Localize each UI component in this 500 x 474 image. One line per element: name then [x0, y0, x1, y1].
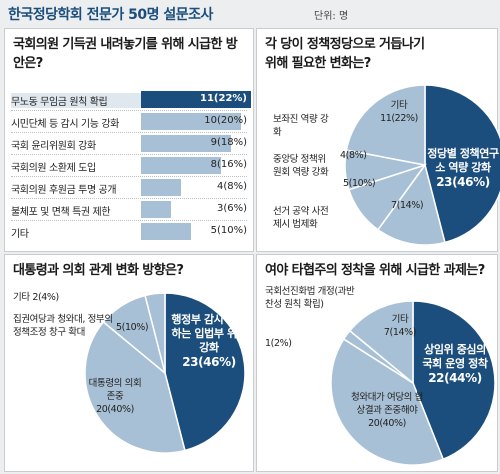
pie-1-slice-0: [424, 84, 500, 244]
bar-chart-question: 국회의원 기득권 내려놓기를 위해 시급한 방안은?: [13, 37, 238, 71]
pie-3-value-label-2: 1(2%): [265, 338, 292, 349]
header: 한국정당학회 전문가 50명 설문조사 단위: 명: [0, 0, 500, 26]
bar-category-label: 국회의원 소환제 도입: [11, 163, 96, 174]
bar: [141, 135, 231, 152]
bar-category-label: 불체포 및 면책 특권 제한: [11, 207, 111, 218]
pie-1-slice-4: [345, 84, 426, 166]
bar: [141, 91, 251, 108]
row-divider: [11, 110, 247, 111]
pie-1-value-label-2: 5(10%): [343, 178, 376, 189]
bar: [141, 113, 241, 130]
pie-1-question: 각 당이 정책정당으로 거듭나기 위해 필요한 변화는?: [265, 37, 425, 71]
bar-value-label: 11(22%): [200, 93, 247, 104]
bar-category-label: 국회 윤리위원회 강화: [11, 141, 96, 152]
row-divider: [11, 154, 247, 155]
pie-3-slice-label-2: 국회선진화법 개정(과반 찬성 원칙 확립): [265, 286, 355, 310]
bar-value-label: 9(18%): [210, 137, 247, 148]
bar-value-label: 5(10%): [210, 225, 247, 236]
pie-1-slice-label-3: 보좌진 역량 강화: [273, 114, 329, 138]
bar-row: 국회 윤리위원회 강화 9(18%): [11, 135, 251, 152]
pie-2-slice-3: [144, 292, 166, 374]
pie-3-slice-3: [348, 300, 414, 385]
bar-chart-panel: 국회의원 기득권 내려놓기를 위해 시급한 방안은? 무노동 무임금 원칙 확립…: [4, 28, 254, 252]
pie-chart-panel-1: 각 당이 정책정당으로 거듭나기 위해 필요한 변화는? 정당별 정책연구소 역…: [256, 28, 500, 252]
page-title: 한국정당학회 전문가 50명 설문조사: [8, 7, 213, 23]
bar-value-label: 3(6%): [216, 203, 247, 214]
bar-row: 국회의원 후원금 투명 공개 4(8%): [11, 179, 251, 196]
bar-row: 기타 5(10%): [11, 223, 251, 240]
pie-2-question: 대통령과 의회 관계 변화 방향은?: [13, 263, 184, 278]
bar: [141, 179, 181, 196]
pie-2-slice-1: [84, 320, 186, 454]
row-divider: [11, 132, 247, 133]
bar-row: 국회의원 소환제 도입 8(16%): [11, 157, 251, 174]
pie-2-slice-0: [164, 292, 246, 452]
pie-3-slice-1: [330, 338, 445, 466]
bar-category-label: 기타: [11, 229, 29, 240]
row-divider: [11, 220, 247, 221]
bar-value-label: 8(16%): [210, 159, 247, 170]
pie-3-slice-label-0: 상임위 중심의 국회 운영 정착 22(44%): [422, 343, 488, 385]
pie-chart-2: [84, 292, 246, 454]
bar-category-label: 국회의원 후원금 투명 공개: [11, 185, 117, 196]
bar-value-label: 4(8%): [216, 181, 247, 192]
bar: [141, 157, 221, 174]
bar: [141, 223, 191, 240]
bar-row: 무노동 무임금 원칙 확립 11(22%): [11, 91, 251, 108]
bar: [141, 201, 171, 218]
pie-3-slice-label-3: 기타 7(14%): [383, 314, 417, 338]
bar-category-label: 시민단체 등 감시 기능 강화: [11, 119, 119, 130]
pie-1-slice-1: [376, 163, 446, 246]
pie-2-slice-label-0: 행정부 감시·견제하는 입법부 위상 강화 23(46%): [171, 313, 247, 369]
pie-1-slice-label-4: 기타 11(22%): [380, 100, 418, 124]
pie-chart-1: [344, 84, 500, 246]
bar-row: 시민단체 등 감시 기능 강화 10(20%): [11, 113, 251, 130]
pie-2-value-label-2: 5(10%): [116, 322, 149, 333]
pie-2-slice-label-2: 집권여당과 청와대, 정부의 정책조정 창구 확대: [13, 314, 113, 338]
pie-2-slice-label-3: 기타 2(4%): [13, 292, 59, 303]
pie-1-slice-label-2: 중앙당 정책위원회 역량 강화: [273, 154, 329, 178]
pie-1-slice-label-0: 정당별 정책연구소 역량 강화 23(46%): [427, 147, 499, 189]
bar-category-label: 무노동 무임금 원칙 확립: [11, 93, 143, 108]
pie-chart-panel-2: 대통령과 의회 관계 변화 방향은? 기타 2(4%) 집권여당과 청와대, 정…: [4, 254, 254, 472]
pie-1-value-label-1: 7(14%): [391, 200, 424, 211]
bar-row: 불체포 및 면책 특권 제한 3(6%): [11, 201, 251, 218]
pie-2-slice-label-1: 대통령의 의회 존중 20(40%): [88, 378, 142, 415]
pie-1-value-label-3: 4(8%): [340, 150, 367, 161]
pie-chart-panel-3: 여야 타협주의 정착을 위해 시급한 과제는? 국회선진화법 개정(과반 찬성 …: [256, 254, 498, 472]
pie-3-slice-label-1: 청와대가 여당의 협상결과 존중해야 20(40%): [351, 392, 423, 429]
pie-1-slice-label-1: 선거 공약 사전 제시 법제화: [273, 206, 329, 230]
pie-3-slice-0: [412, 300, 496, 461]
bar-value-label: 10(20%): [204, 115, 247, 126]
row-divider: [11, 176, 247, 177]
pie-3-question: 여야 타협주의 정착을 위해 시급한 과제는?: [265, 263, 485, 278]
row-divider: [11, 198, 247, 199]
pie-chart-3: [330, 300, 496, 466]
unit-note: 단위: 명: [314, 11, 349, 22]
